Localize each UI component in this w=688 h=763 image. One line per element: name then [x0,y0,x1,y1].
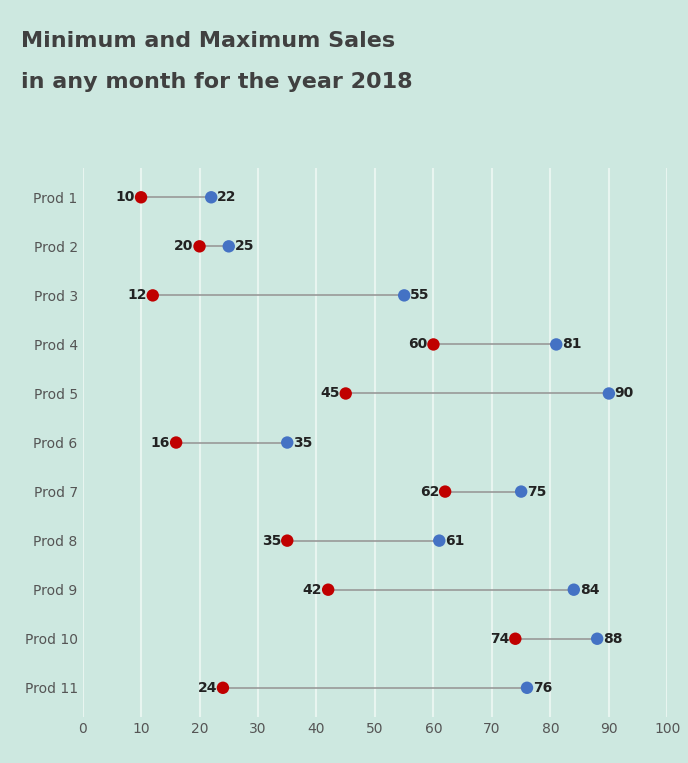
Text: 20: 20 [174,240,194,253]
Point [171,436,182,449]
Point [433,535,444,547]
Text: 74: 74 [490,632,509,645]
Point [428,338,439,350]
Point [399,289,410,301]
Text: 81: 81 [562,337,581,352]
Text: 75: 75 [527,485,546,498]
Point [223,240,234,253]
Point [440,485,451,497]
Point [603,388,614,400]
Point [323,584,334,596]
Point [340,388,351,400]
Text: 45: 45 [321,387,340,401]
Text: 35: 35 [262,533,281,548]
Text: in any month for the year 2018: in any month for the year 2018 [21,72,412,92]
Text: 84: 84 [579,583,599,597]
Text: 16: 16 [151,436,171,449]
Text: 55: 55 [410,288,429,302]
Text: 76: 76 [533,681,552,695]
Point [217,681,228,694]
Text: 88: 88 [603,632,623,645]
Point [516,485,527,497]
Point [206,192,217,204]
Point [282,436,293,449]
Text: 24: 24 [197,681,217,695]
Text: 61: 61 [445,533,464,548]
Point [282,535,293,547]
Point [147,289,158,301]
Point [136,192,147,204]
Text: 22: 22 [217,190,237,204]
Point [522,681,533,694]
Text: 42: 42 [303,583,322,597]
Text: 60: 60 [409,337,427,352]
Text: 10: 10 [116,190,135,204]
Point [194,240,205,253]
Point [551,338,562,350]
Text: 90: 90 [615,387,634,401]
Point [510,633,521,645]
Text: Minimum and Maximum Sales: Minimum and Maximum Sales [21,31,395,50]
Text: 12: 12 [127,288,147,302]
Text: 62: 62 [420,485,439,498]
Text: 25: 25 [235,240,254,253]
Point [568,584,579,596]
Point [592,633,603,645]
Text: 35: 35 [293,436,312,449]
